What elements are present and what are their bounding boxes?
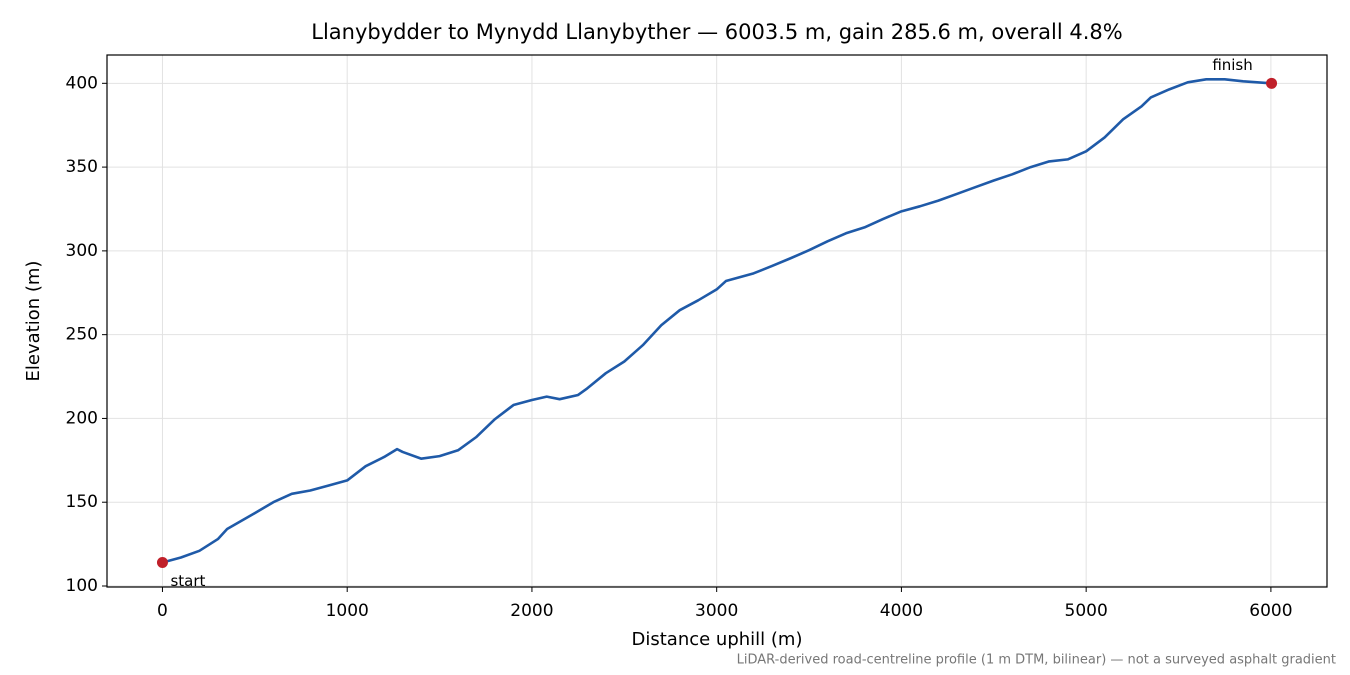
y-tick-label: 200 xyxy=(66,408,98,428)
y-tick-label: 350 xyxy=(66,157,98,177)
x-tick-label: 4000 xyxy=(880,601,923,621)
y-tick-label: 300 xyxy=(66,241,98,261)
chart-title: Llanybydder to Mynydd Llanybyther — 6003… xyxy=(311,20,1122,44)
x-tick-label: 1000 xyxy=(326,601,369,621)
footnote: LiDAR-derived road-centreline profile (1… xyxy=(737,653,1336,668)
endpoint-label: finish xyxy=(1212,56,1252,74)
x-tick-label: 3000 xyxy=(695,601,738,621)
endpoint-marker xyxy=(156,557,168,569)
endpoint-marker xyxy=(1266,77,1278,89)
x-tick-label: 5000 xyxy=(1065,601,1108,621)
y-tick-label: 100 xyxy=(66,576,98,596)
elevation-line xyxy=(162,78,1272,564)
x-tick-label: 2000 xyxy=(510,601,553,621)
y-tick-label: 400 xyxy=(66,73,98,93)
x-axis-label: Distance uphill (m) xyxy=(632,629,803,650)
y-tick-label: 250 xyxy=(66,325,98,345)
y-axis-label: Elevation (m) xyxy=(23,261,44,382)
y-tick-label: 150 xyxy=(66,492,98,512)
x-tick-label: 6000 xyxy=(1249,601,1292,621)
endpoint-label: start xyxy=(170,572,205,590)
x-tick-label: 0 xyxy=(157,601,168,621)
plot-frame xyxy=(106,54,1328,588)
